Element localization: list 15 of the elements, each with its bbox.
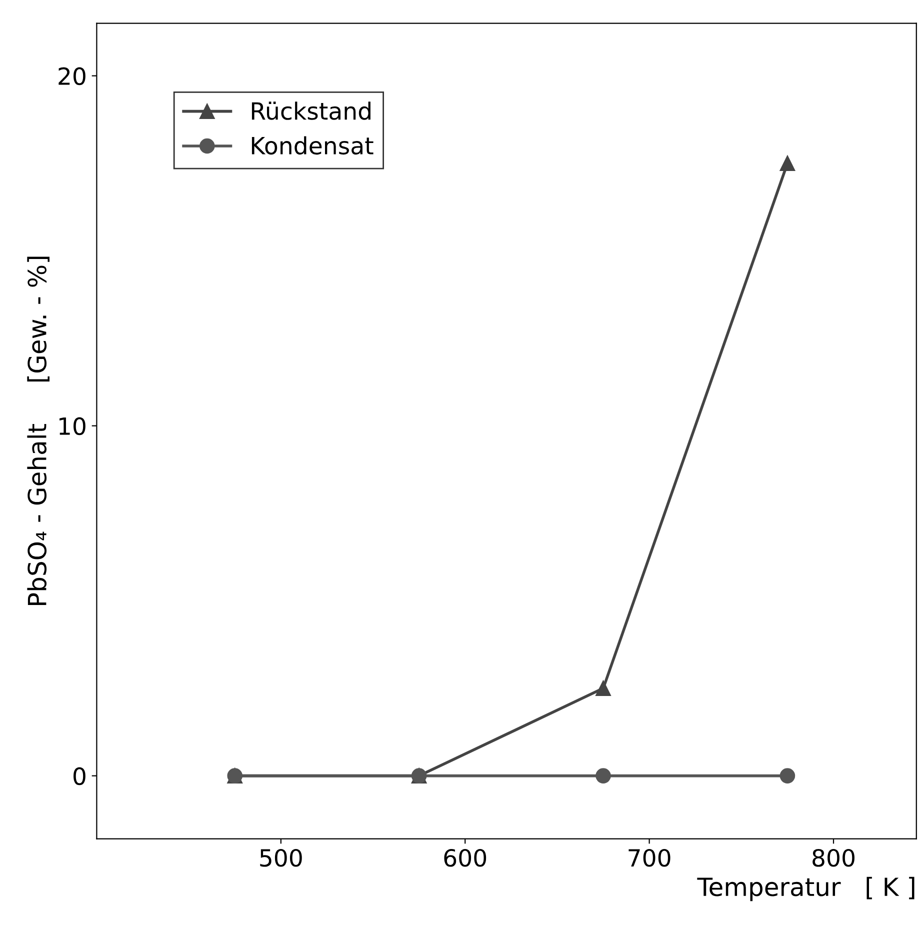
x-tick-label: 500 — [260, 848, 302, 867]
point — [780, 156, 796, 171]
x-tick-label: 700 — [628, 848, 670, 867]
x-axis-title: Temperatur [ K ] — [697, 876, 914, 902]
y-tick-label: 10 — [60, 417, 86, 436]
y-axis-title: PbSO₄ - Gehalt [Gew. - %] — [27, 256, 50, 606]
legend-label: Rückstand — [252, 102, 370, 120]
y-tick-label: 20 — [58, 67, 86, 86]
x-tick-label: 800 — [812, 848, 854, 867]
legend-label: Kondensat — [252, 136, 374, 155]
x-tick-label: 600 — [444, 848, 486, 867]
point — [596, 680, 611, 696]
y-tick-label: 0 — [74, 767, 86, 786]
point — [596, 768, 611, 784]
point — [780, 768, 796, 784]
